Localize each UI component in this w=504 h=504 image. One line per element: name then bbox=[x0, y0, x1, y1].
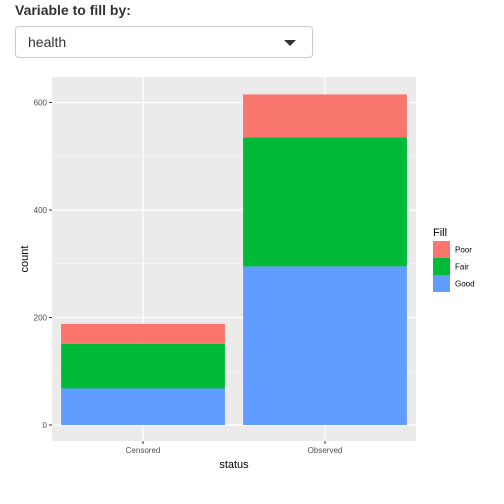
bar-observed-poor bbox=[243, 94, 407, 137]
stacked-bar-chart: 0 200 400 600 Censored Observed status count… bbox=[0, 68, 504, 478]
legend-title: Fill bbox=[433, 227, 447, 239]
y-axis: 0 200 400 600 bbox=[34, 99, 52, 431]
y-tick-label: 0 bbox=[43, 421, 48, 430]
bar-censored-good bbox=[61, 388, 225, 425]
bar-censored-fair bbox=[61, 344, 225, 389]
dropdown-caret-icon[interactable] bbox=[284, 40, 296, 46]
y-tick-label: 400 bbox=[34, 206, 48, 215]
y-tick-label: 600 bbox=[34, 99, 48, 108]
bar-censored-poor bbox=[61, 324, 225, 344]
legend: Poor Fair Good bbox=[433, 241, 475, 292]
fill-variable-label: Variable to fill by: bbox=[15, 2, 131, 18]
legend-label-fair: Fair bbox=[455, 263, 469, 272]
legend-key-fair bbox=[433, 258, 450, 275]
legend-key-good bbox=[433, 275, 450, 292]
x-axis: Censored Observed bbox=[126, 441, 343, 455]
y-axis-title: count bbox=[19, 246, 31, 273]
legend-label-poor: Poor bbox=[455, 246, 472, 255]
legend-key-poor bbox=[433, 241, 450, 258]
x-axis-title: status bbox=[219, 459, 249, 471]
legend-label-good: Good bbox=[455, 280, 475, 289]
bar-observed-fair bbox=[243, 137, 407, 266]
bar-observed-good bbox=[243, 266, 407, 425]
x-tick-label: Observed bbox=[308, 446, 343, 455]
x-tick-label: Censored bbox=[126, 446, 161, 455]
fill-variable-selected: health bbox=[28, 34, 66, 50]
y-tick-label: 200 bbox=[34, 314, 48, 323]
fill-variable-select[interactable]: health bbox=[15, 26, 313, 58]
